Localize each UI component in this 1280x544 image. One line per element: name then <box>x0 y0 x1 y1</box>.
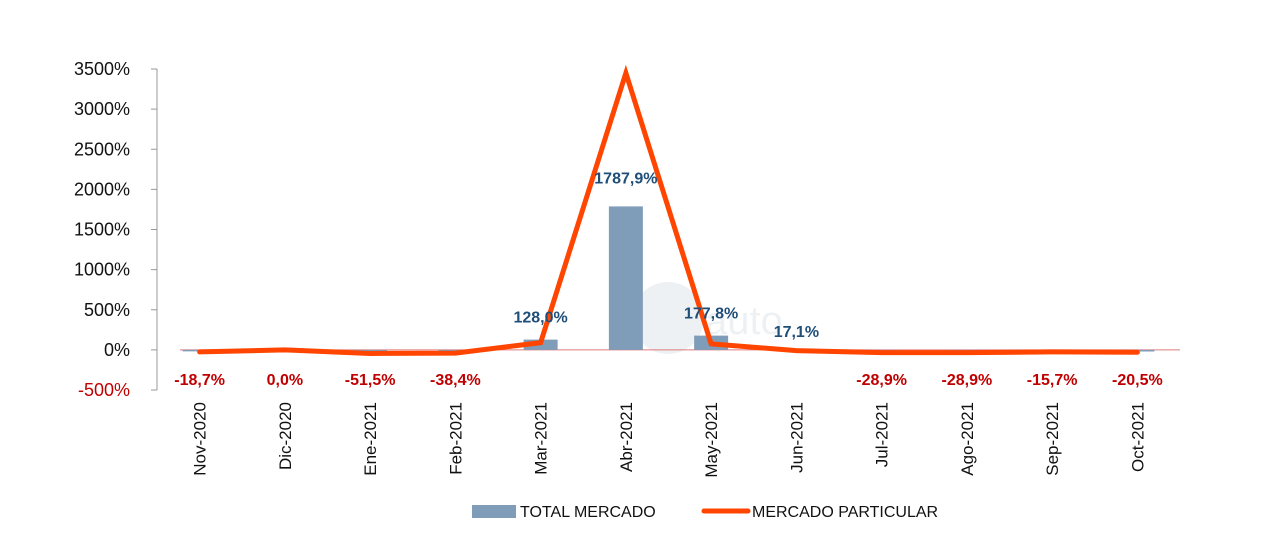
legend-label-mercado-particular: MERCADO PARTICULAR <box>752 504 938 521</box>
x-tick-label: Ene-2021 <box>361 402 380 476</box>
legend-label-total-mercado: TOTAL MERCADO <box>520 504 656 521</box>
x-tick-label: Sep-2021 <box>1043 402 1062 476</box>
x-tick-label: Jul-2021 <box>873 402 892 467</box>
x-tick-label: Oct-2021 <box>1128 402 1147 472</box>
data-label: -51,5% <box>345 372 396 389</box>
x-tick-label: Nov-2020 <box>191 402 210 476</box>
y-tick-label: 3000% <box>74 99 130 119</box>
y-tick-label: 1000% <box>74 260 130 280</box>
legend-bar-swatch <box>472 505 516 518</box>
data-label: -28,9% <box>856 372 907 389</box>
x-tick-label: Mar-2021 <box>532 402 551 475</box>
data-label: -18,7% <box>174 372 225 389</box>
line-series <box>197 64 1140 356</box>
data-label: -20,5% <box>1112 372 1163 389</box>
data-label: 0,0% <box>267 372 303 389</box>
data-label: -38,4% <box>430 372 481 389</box>
data-label: 17,1% <box>774 324 819 341</box>
y-tick-label: 3500% <box>74 59 130 79</box>
data-label: 1787,9% <box>594 170 657 187</box>
data-label: -15,7% <box>1027 372 1078 389</box>
legend: TOTAL MERCADO MERCADO PARTICULAR <box>472 504 938 521</box>
x-tick-label: Feb-2021 <box>446 402 465 475</box>
bar-abr-2021 <box>608 206 643 350</box>
x-tick-label: Jun-2021 <box>787 402 806 473</box>
y-tick-label: 0% <box>104 340 130 360</box>
line-mercado-particular <box>197 64 1140 356</box>
data-label: -28,9% <box>942 372 993 389</box>
data-label: 128,0% <box>513 310 567 327</box>
x-tick-label: May-2021 <box>702 402 721 478</box>
x-tick-label: Ago-2021 <box>958 402 977 476</box>
y-tick-label: -500% <box>78 380 130 400</box>
y-tick-label: 500% <box>84 300 130 320</box>
y-tick-label: 1500% <box>74 220 130 240</box>
y-tick-label: 2500% <box>74 139 130 159</box>
axes: 3500% 3000% 2500% 2000% 1500% 1000% 500% 0% -500… <box>74 59 1180 478</box>
y-tick-label: 2000% <box>74 179 130 199</box>
x-tick-label: Dic-2020 <box>276 402 295 470</box>
data-labels: -18,7% 0,0% -51,5% -38,4% 128,0% 1787,9% 177,8… <box>174 170 1162 388</box>
data-label: 177,8% <box>684 306 738 323</box>
x-tick-label: Abr-2021 <box>617 402 636 472</box>
